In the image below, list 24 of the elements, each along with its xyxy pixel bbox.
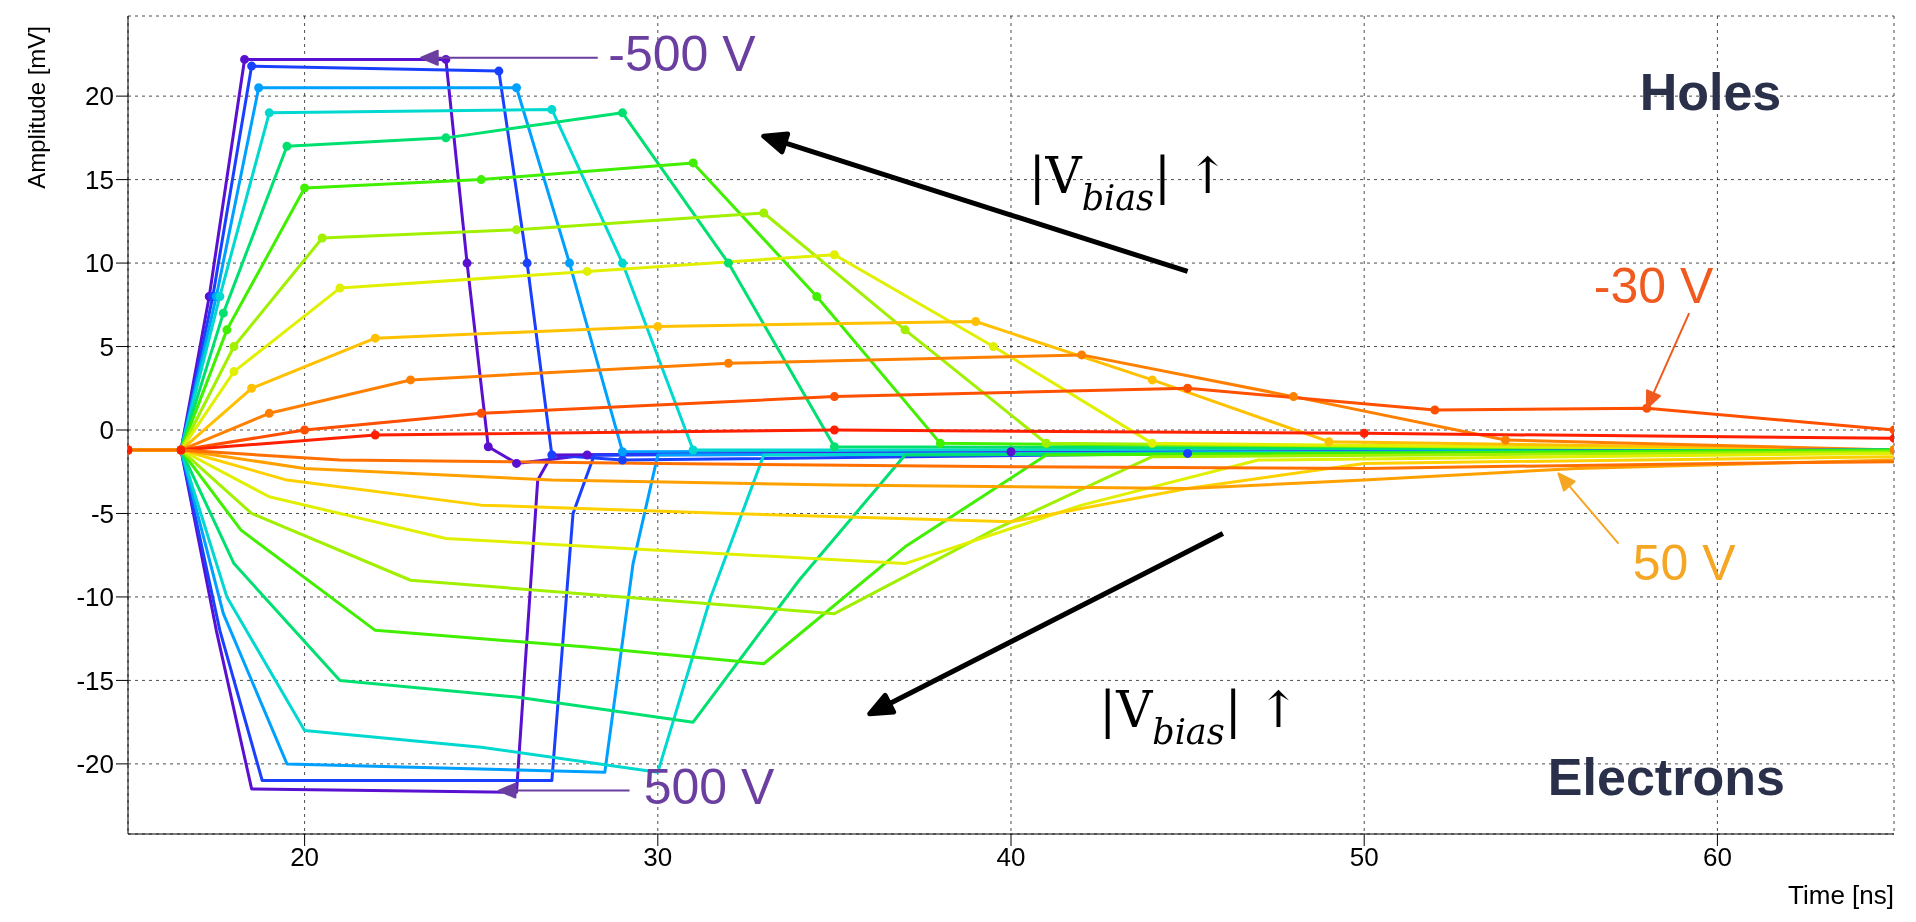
annotation: -30 V [1593, 257, 1714, 314]
y-tick-label: -20 [76, 749, 114, 780]
annotation: |V$_{bias}$| ↑ [1028, 146, 1229, 218]
y-tick-label: 20 [85, 81, 114, 112]
annotation: 50 V [1632, 535, 1737, 592]
annotation: -500 V [608, 25, 757, 82]
x-tick-label: 20 [290, 842, 320, 873]
y-tick-label: 0 [99, 415, 114, 446]
y-tick-label: 15 [85, 164, 114, 195]
annotation: Electrons [1547, 747, 1785, 806]
x-tick-label: 60 [1702, 842, 1732, 873]
y-tick-label: -10 [76, 582, 114, 613]
annotation: Holes [1639, 62, 1782, 121]
x-axis-title: Time [ns] [1788, 880, 1894, 910]
x-tick-label: 40 [996, 842, 1026, 873]
x-tick-label: 30 [643, 842, 673, 873]
y-tick-label: 5 [99, 331, 114, 362]
y-tick-label: -15 [76, 665, 114, 696]
annotation: 500 V [643, 758, 775, 815]
y-axis-title: Amplitude [mV] [23, 26, 51, 189]
annotation: |V$_{bias}$| ↑ [1099, 680, 1300, 752]
y-tick-label: 10 [85, 248, 114, 279]
x-tick-label: 50 [1349, 842, 1379, 873]
y-tick-label: -5 [90, 498, 114, 529]
